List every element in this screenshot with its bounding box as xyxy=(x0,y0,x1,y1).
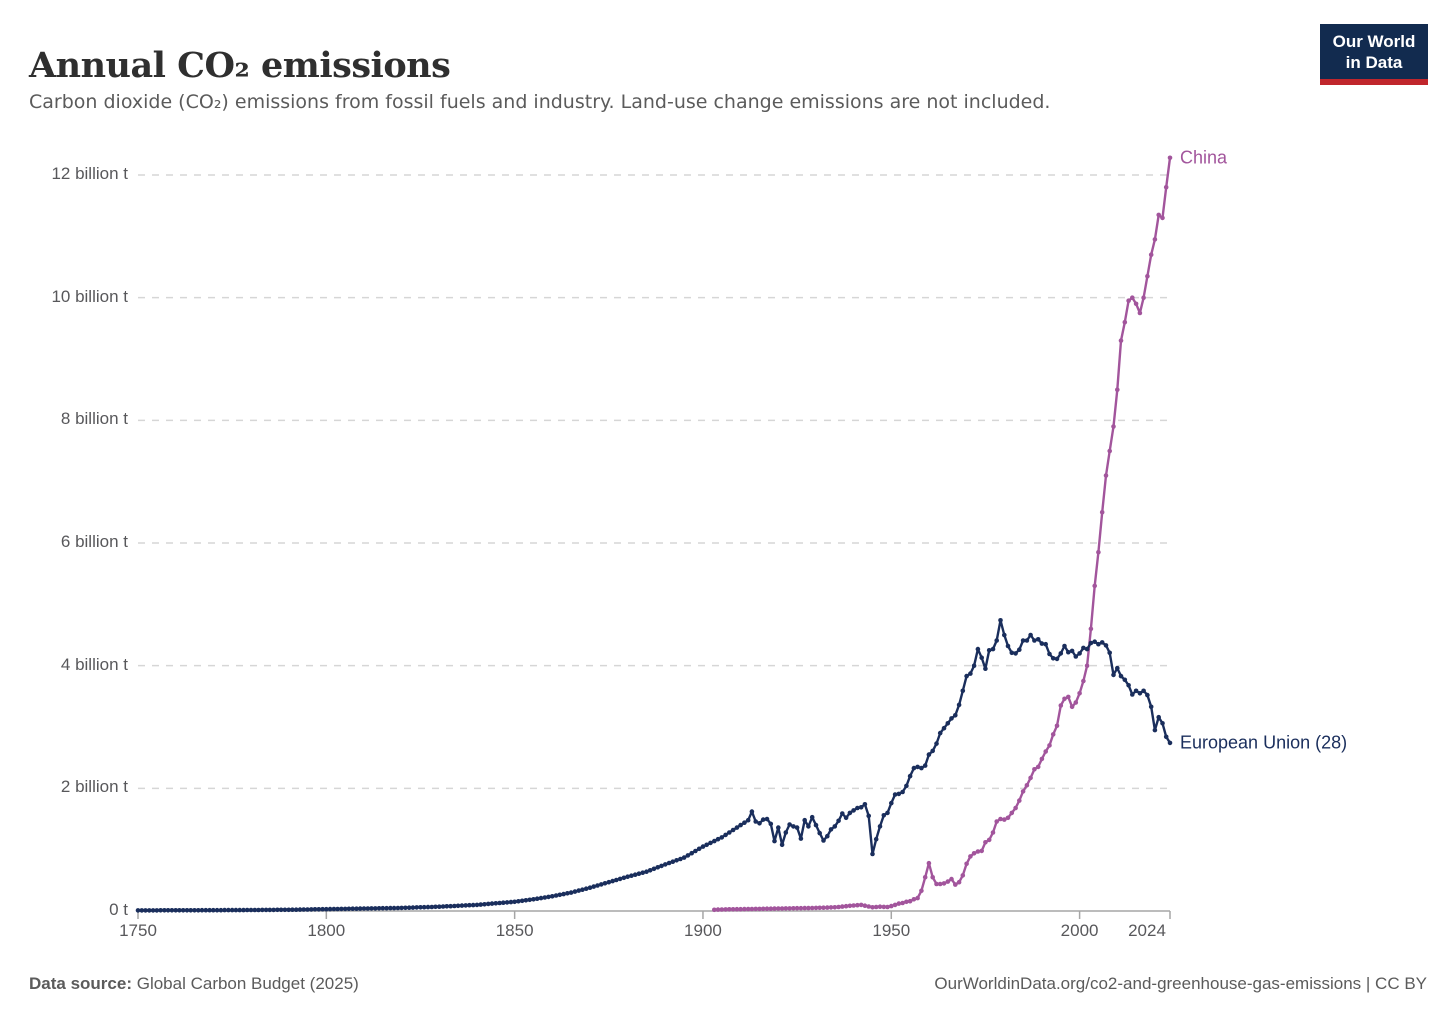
series-markers-china xyxy=(712,155,1173,913)
x-axis-tick-label-1750: 1750 xyxy=(119,921,157,940)
data-source-value: Global Carbon Budget (2025) xyxy=(136,974,359,993)
x-axis-tick-label-1850: 1850 xyxy=(495,921,534,940)
y-axis-tick-label-6: 6 billion t xyxy=(60,532,128,552)
x-axis-tick-label-1800: 1800 xyxy=(307,921,346,940)
data-source-label: Data source: xyxy=(29,974,132,993)
page-title: Annual CO₂ emissions xyxy=(29,45,451,87)
series-markers-european-union-28 xyxy=(135,618,1173,913)
y-axis-tick-label-4: 4 billion t xyxy=(60,654,128,674)
x-axis-tick-label-1950: 1950 xyxy=(872,921,911,940)
series-label-european-union-28: European Union (28) xyxy=(1180,732,1348,753)
y-axis-tick-label-0: 0 t xyxy=(109,900,128,920)
y-axis-tick-label-2: 2 billion t xyxy=(60,777,128,797)
y-axis-tick-label-8: 8 billion t xyxy=(60,409,128,429)
y-axis-tick-label-12: 12 billion t xyxy=(51,164,128,184)
x-axis-tick-label-2000: 2000 xyxy=(1060,921,1099,940)
owid-logo-line2: in Data xyxy=(1345,53,1403,72)
x-axis-tick-label-2024: 2024 xyxy=(1128,921,1166,940)
chart-subtitle: Carbon dioxide (CO₂) emissions from foss… xyxy=(29,91,1051,113)
data-source: Data source: Global Carbon Budget (2025) xyxy=(29,974,359,994)
series-line-china xyxy=(713,156,1172,911)
owid-logo-line1: Our World xyxy=(1332,32,1416,51)
chart-footer: Data source: Global Carbon Budget (2025)… xyxy=(29,974,1427,994)
y-axis-tick-label-10: 10 billion t xyxy=(51,286,128,306)
x-axis-tick-label-1900: 1900 xyxy=(684,921,722,940)
attribution-link[interactable]: OurWorldinData.org/co2-and-greenhouse-ga… xyxy=(934,974,1427,993)
owid-logo[interactable]: Our World in Data xyxy=(1320,24,1428,85)
series-label-china: China xyxy=(1180,147,1228,168)
